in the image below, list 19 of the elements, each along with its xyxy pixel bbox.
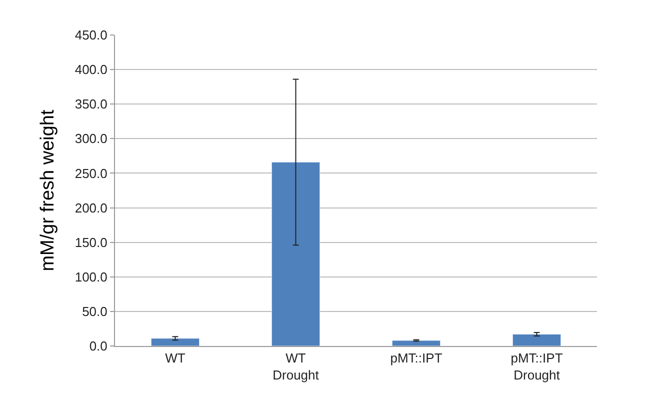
x-tick-label: WT: [165, 350, 186, 366]
x-tick-label: pMT::IPT: [390, 350, 442, 366]
y-tick-label: 0.0: [89, 338, 108, 354]
y-tick-label: 100.0: [74, 269, 108, 284]
bar: [512, 334, 562, 346]
bar: [392, 340, 441, 346]
y-tick-label: 200.0: [74, 200, 108, 216]
y-tick-label: 350.0: [74, 96, 108, 112]
y-tick-label: 450.0: [74, 28, 108, 43]
x-tick-label: WT Drought: [272, 350, 320, 382]
y-tick-label: 50.0: [82, 304, 108, 319]
bar: [271, 162, 320, 346]
y-tick-label: 150.0: [74, 234, 108, 250]
y-tick-label: 400.0: [74, 62, 108, 78]
y-tick-label: 300.0: [74, 131, 108, 146]
x-tick-label: pMT::IPT Drought: [510, 350, 563, 382]
y-tick-label: 250.0: [74, 166, 108, 181]
bar: [150, 338, 200, 346]
y-axis-title: mM/gr fresh weight: [38, 109, 59, 272]
